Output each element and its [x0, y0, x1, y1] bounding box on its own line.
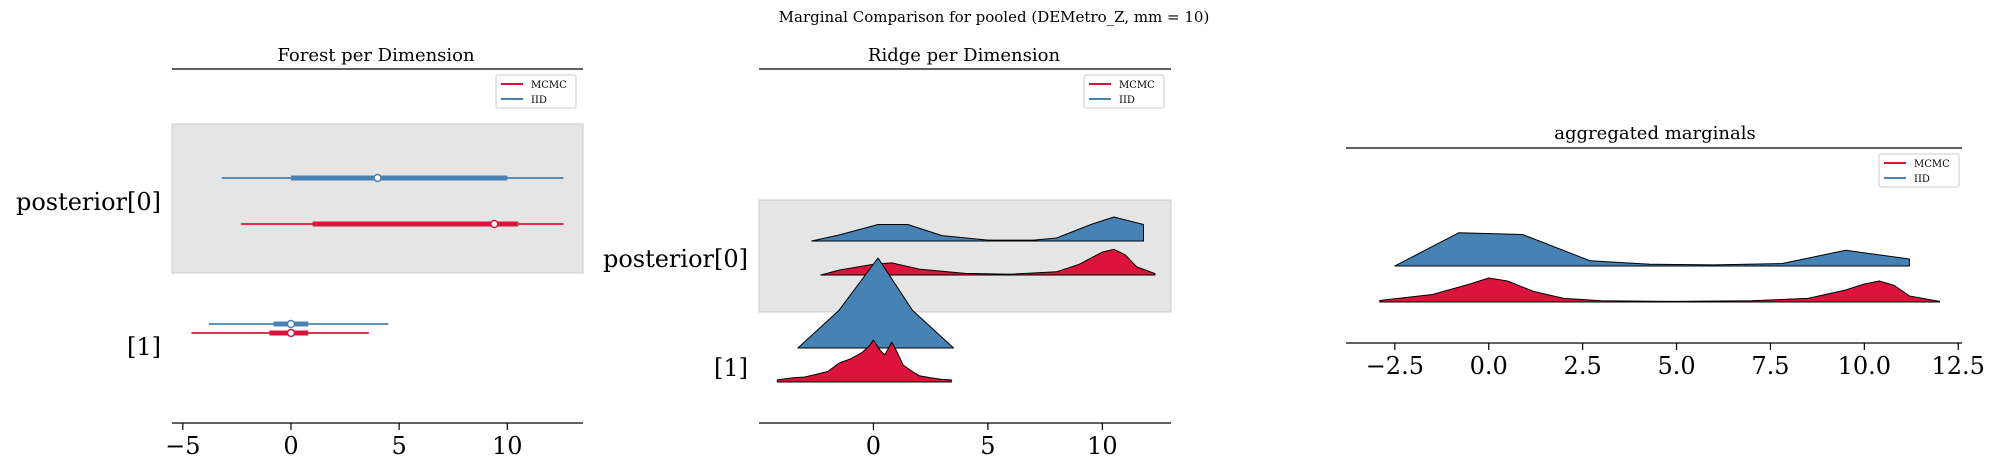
- forest-median-iid: [373, 173, 382, 183]
- aggregated-legend: MCMC IID: [1878, 153, 1960, 188]
- aggregated-xtick-label: 0.0: [1470, 352, 1508, 380]
- ridge-density-mcmc: [820, 248, 1156, 276]
- aggregated-panel: aggregated marginals MCMC IID −2.5 0.0 2.5…: [1346, 123, 1985, 380]
- forest-legend: MCMC IID: [495, 74, 577, 109]
- aggregated-xtick-label: 2.5: [1564, 352, 1602, 380]
- aggregated-xtick-label: −2.5: [1366, 352, 1424, 380]
- legend-mcmc-label: MCMC: [1119, 80, 1155, 91]
- aggregated-xtick-label: 12.5: [1932, 352, 1985, 380]
- forest-panel: Forest per Dimension posterior[0] [1] MC…: [16, 45, 584, 460]
- legend-iid-label: IID: [1119, 95, 1135, 106]
- aggregated-density-iid: [1394, 232, 1910, 267]
- legend-mcmc-label: MCMC: [1914, 159, 1950, 170]
- ridge-ylabel-dim1: [1]: [714, 354, 748, 382]
- ridge-ylabel-posterior0: posterior[0]: [603, 245, 748, 273]
- forest-median-mcmc: [286, 328, 296, 338]
- forest-xtick-label: −5: [165, 432, 200, 460]
- aggregated-title: aggregated marginals: [1554, 123, 1755, 144]
- forest-xtick-label: 10: [492, 432, 523, 460]
- forest-ylabels: posterior[0] [1]: [16, 188, 161, 361]
- ridge-density-iid: [797, 257, 955, 349]
- forest-median-mcmc: [490, 219, 499, 229]
- forest-ylabel-dim1: [1]: [127, 333, 161, 361]
- ridge-title: Ridge per Dimension: [868, 45, 1061, 66]
- legend-iid-label: IID: [531, 95, 547, 106]
- ridge-density-mcmc: [776, 339, 952, 383]
- aggregated-xtick-label: 10.0: [1838, 352, 1891, 380]
- ridge-xtick-label: 5: [980, 432, 995, 460]
- forest-median-iid: [286, 319, 296, 329]
- legend-mcmc-label: MCMC: [531, 80, 567, 91]
- forest-ylabel-posterior0: posterior[0]: [16, 188, 161, 216]
- figure-suptitle: Marginal Comparison for pooled (DEMetro_…: [779, 8, 1210, 26]
- forest-xtick-label: 0: [283, 432, 298, 460]
- ridge-xtick-label: 0: [866, 432, 881, 460]
- aggregated-xtick-label: 5.0: [1657, 352, 1695, 380]
- forest-title: Forest per Dimension: [277, 45, 475, 66]
- ridge-density-iid: [811, 216, 1144, 242]
- ridge-panel: Ridge per Dimension posterior[0] [1] MCM…: [603, 45, 1172, 460]
- aggregated-xtick-label: 7.5: [1751, 352, 1789, 380]
- aggregated-density-mcmc: [1379, 277, 1940, 303]
- ridge-legend: MCMC IID: [1083, 74, 1165, 109]
- forest-band-posterior0: [171, 123, 584, 274]
- ridge-ylabels: posterior[0] [1]: [603, 245, 748, 382]
- ridge-xtick-label: 10: [1087, 432, 1118, 460]
- forest-xtick-label: 5: [391, 432, 406, 460]
- legend-iid-label: IID: [1914, 174, 1930, 185]
